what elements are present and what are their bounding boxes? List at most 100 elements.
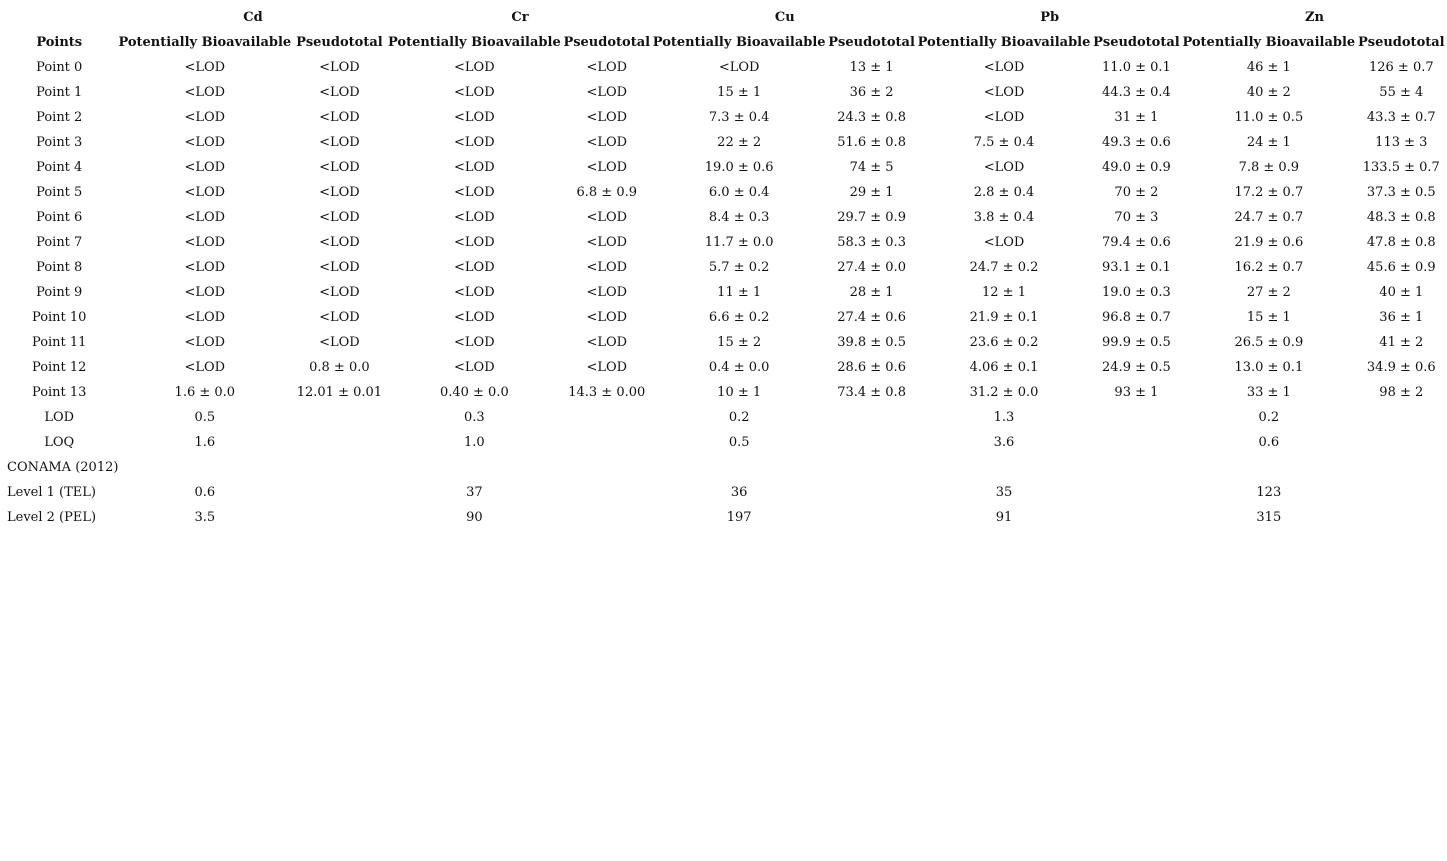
- table-cell: [291, 480, 387, 505]
- table-cell: <LOD: [319, 335, 360, 350]
- bioavailable-header-pb: Potentially Bioavailable: [917, 35, 1091, 50]
- table-cell: [826, 480, 917, 505]
- table-cell: <LOD: [454, 60, 495, 75]
- table-cell: 1.0: [464, 435, 485, 450]
- row-label: Point 3: [36, 135, 83, 150]
- table-cell: 36 ± 1: [1379, 310, 1424, 325]
- bioavailable-header-cr: Potentially Bioavailable: [387, 35, 561, 50]
- table-cell: 13 ± 1: [849, 60, 894, 75]
- row-label: Point 5: [36, 185, 83, 200]
- table-cell: <LOD: [983, 235, 1025, 250]
- table-row: Point 6 <LOD <LOD <LOD <LOD 8.4 ± 0.3 29.7 ± 0…: [0, 205, 1447, 230]
- row-label: Point 7: [36, 235, 83, 250]
- table-cell: 0.6: [194, 485, 216, 500]
- table-cell: 96.8 ± 0.7: [1102, 310, 1171, 325]
- table-cell: 70 ± 2: [1114, 185, 1159, 200]
- table-cell: <LOD: [184, 160, 226, 175]
- row-label: Point 1: [36, 85, 83, 100]
- table-cell: 11.0 ± 0.5: [1234, 110, 1304, 125]
- bioavailable-header-cd: Potentially Bioavailable: [118, 35, 292, 50]
- table-cell: 7.3 ± 0.4: [708, 110, 770, 125]
- table-cell: 99.9 ± 0.5: [1102, 335, 1171, 350]
- table-cell: <LOD: [454, 160, 495, 175]
- table-cell: 11.0 ± 0.1: [1102, 60, 1171, 75]
- table-cell: <LOD: [319, 185, 360, 200]
- table-cell: <LOD: [184, 210, 226, 225]
- table-cell: [1356, 405, 1447, 430]
- table-cell: [1356, 430, 1447, 455]
- table-row: Level 2 (PEL) 3.5 90 197 91 315: [0, 505, 1447, 530]
- table-row: Point 4 <LOD <LOD <LOD <LOD 19.0 ± 0.6 74 ± 5 <…: [0, 155, 1447, 180]
- row-label: Point 4: [36, 160, 83, 175]
- table-cell: 79.4 ± 0.6: [1102, 235, 1171, 250]
- row-label: CONAMA (2012): [7, 460, 119, 475]
- table-cell: 3.8 ± 0.4: [973, 210, 1035, 225]
- table-cell: <LOD: [319, 260, 360, 275]
- table-cell: 113 ± 3: [1375, 135, 1428, 150]
- table-cell: <LOD: [586, 310, 628, 325]
- table-cell: 28 ± 1: [849, 285, 894, 300]
- table-cell: 0.2: [728, 410, 750, 425]
- table-cell: <LOD: [454, 310, 495, 325]
- table-cell: 315: [1256, 510, 1282, 525]
- table-cell: 24.7 ± 0.7: [1234, 210, 1304, 225]
- table-cell: <LOD: [454, 135, 495, 150]
- table-cell: <LOD: [983, 60, 1025, 75]
- table-cell: 5.7 ± 0.2: [708, 260, 770, 275]
- table-cell: 0.5: [728, 435, 750, 450]
- table-cell: <LOD: [586, 110, 628, 125]
- table-cell: 26.5 ± 0.9: [1234, 335, 1304, 350]
- table-cell: <LOD: [319, 135, 360, 150]
- table-cell: <LOD: [184, 85, 226, 100]
- pseudototal-header-cr: Pseudototal: [563, 35, 651, 50]
- table-cell: 24.9 ± 0.5: [1102, 360, 1171, 375]
- table-cell: 12 ± 1: [982, 285, 1026, 300]
- table-cell: 8.4 ± 0.3: [708, 210, 770, 225]
- table-row: Point 11 <LOD <LOD <LOD <LOD 15 ± 2 39.8 ± 0.5…: [0, 330, 1447, 355]
- table-cell: 90: [466, 510, 483, 525]
- table-cell: 21.9 ± 0.6: [1234, 235, 1304, 250]
- table-cell: <LOD: [454, 110, 495, 125]
- pseudototal-header-cu: Pseudototal: [828, 35, 915, 50]
- bioavailable-header-zn: Potentially Bioavailable: [1182, 35, 1356, 50]
- table-cell: 40 ± 2: [1246, 85, 1291, 100]
- row-label: Level 1 (TEL): [7, 485, 96, 500]
- table-cell: 45.6 ± 0.9: [1366, 260, 1436, 275]
- table-cell: [1091, 430, 1182, 455]
- table-cell: 133.5 ± 0.7: [1362, 160, 1440, 175]
- table-cell: <LOD: [586, 160, 628, 175]
- table-cell: <LOD: [454, 235, 495, 250]
- table-cell: 40 ± 1: [1379, 285, 1424, 300]
- table-cell: 35: [995, 485, 1013, 500]
- table-cell: 70 ± 3: [1114, 210, 1159, 225]
- table-cell: <LOD: [319, 160, 360, 175]
- table-cell: 46 ± 1: [1246, 60, 1291, 75]
- table-cell: <LOD: [184, 110, 226, 125]
- row-label: Point 12: [31, 360, 87, 375]
- table-row: Point 12 <LOD 0.8 ± 0.0 <LOD <LOD 0.4 ± 0.0 28…: [0, 355, 1447, 380]
- table-cell: <LOD: [184, 310, 226, 325]
- table-cell: [118, 455, 291, 480]
- table-cell: [826, 430, 917, 455]
- table-cell: 4.06 ± 0.1: [969, 360, 1039, 375]
- table-cell: 3.6: [993, 435, 1015, 450]
- row-label: Point 11: [31, 335, 87, 350]
- table-row: Point 13 1.6 ± 0.0 12.01 ± 0.01 0.40 ± 0.0 1…: [0, 380, 1447, 405]
- table-cell: 7.5 ± 0.4: [973, 135, 1035, 150]
- table-cell: 98 ± 2: [1379, 385, 1424, 400]
- pseudototal-header-cd: Pseudototal: [296, 35, 383, 50]
- table-cell: 15 ± 1: [717, 85, 762, 100]
- table-cell: 23.6 ± 0.2: [969, 335, 1039, 350]
- table-cell: 36: [730, 485, 748, 500]
- row-label: Point 0: [36, 60, 83, 75]
- table-cell: 33 ± 1: [1246, 385, 1291, 400]
- table-cell: 27.4 ± 0.6: [837, 310, 906, 325]
- table-row: Point 8 <LOD <LOD <LOD <LOD 5.7 ± 0.2 27.4 ± 0…: [0, 255, 1447, 280]
- table-cell: 29 ± 1: [849, 185, 894, 200]
- row-label: Point 2: [36, 110, 83, 125]
- table-cell: <LOD: [454, 360, 495, 375]
- table-cell: [561, 505, 652, 530]
- table-cell: [388, 455, 562, 480]
- table-cell: [652, 455, 826, 480]
- table-row: Point 1 <LOD <LOD <LOD <LOD 15 ± 1 36 ± 2 <LOD 4…: [0, 80, 1447, 105]
